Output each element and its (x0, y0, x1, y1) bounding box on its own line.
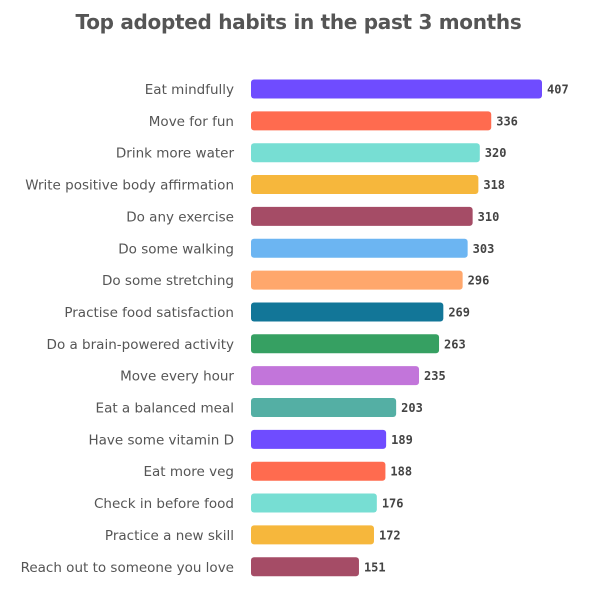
bar (251, 461, 386, 481)
category-label: Write positive body affirmation (25, 178, 234, 194)
category-label: Do any exercise (126, 209, 234, 225)
value-label: 151 (364, 560, 386, 574)
value-label: 176 (382, 497, 404, 511)
bar (251, 270, 463, 290)
bar (251, 143, 480, 163)
bar (251, 525, 374, 545)
value-label: 320 (485, 146, 507, 160)
chart-title: Top adopted habits in the past 3 months (75, 10, 522, 34)
bar (251, 429, 387, 449)
bar (251, 111, 492, 131)
value-label: 263 (444, 337, 466, 351)
category-label: Reach out to someone you love (21, 560, 234, 576)
category-label: Do some stretching (102, 273, 234, 289)
category-label: Move every hour (120, 369, 234, 385)
category-label: Eat mindfully (145, 82, 234, 98)
value-label: 235 (424, 369, 446, 383)
bar (251, 79, 542, 99)
bar (251, 302, 444, 322)
category-label: Eat a balanced meal (96, 401, 234, 417)
bar (251, 557, 359, 577)
value-label: 310 (478, 210, 500, 224)
category-label: Move for fun (149, 114, 234, 130)
value-label: 296 (468, 274, 490, 288)
value-label: 303 (473, 242, 495, 256)
bar (251, 493, 377, 513)
value-label: 407 (547, 83, 569, 97)
category-label: Practise food satisfaction (64, 305, 234, 321)
category-label: Do a brain-powered activity (47, 337, 234, 353)
category-label: Practice a new skill (105, 528, 234, 544)
value-label: 172 (379, 528, 401, 542)
bar (251, 206, 473, 226)
value-label: 269 (448, 305, 470, 319)
bar (251, 175, 479, 195)
category-label: Have some vitamin D (88, 432, 234, 448)
bar (251, 366, 420, 386)
value-label: 336 (496, 114, 518, 128)
value-label: 189 (391, 433, 413, 447)
value-label: 203 (401, 401, 423, 415)
bar (251, 398, 397, 417)
category-label: Eat more veg (143, 464, 234, 480)
bar (251, 334, 440, 354)
value-label: 318 (483, 178, 505, 192)
category-label: Do some walking (118, 241, 234, 257)
category-label: Check in before food (94, 496, 234, 512)
category-label: Drink more water (116, 146, 235, 162)
bar (251, 238, 468, 258)
value-label: 188 (390, 465, 412, 479)
